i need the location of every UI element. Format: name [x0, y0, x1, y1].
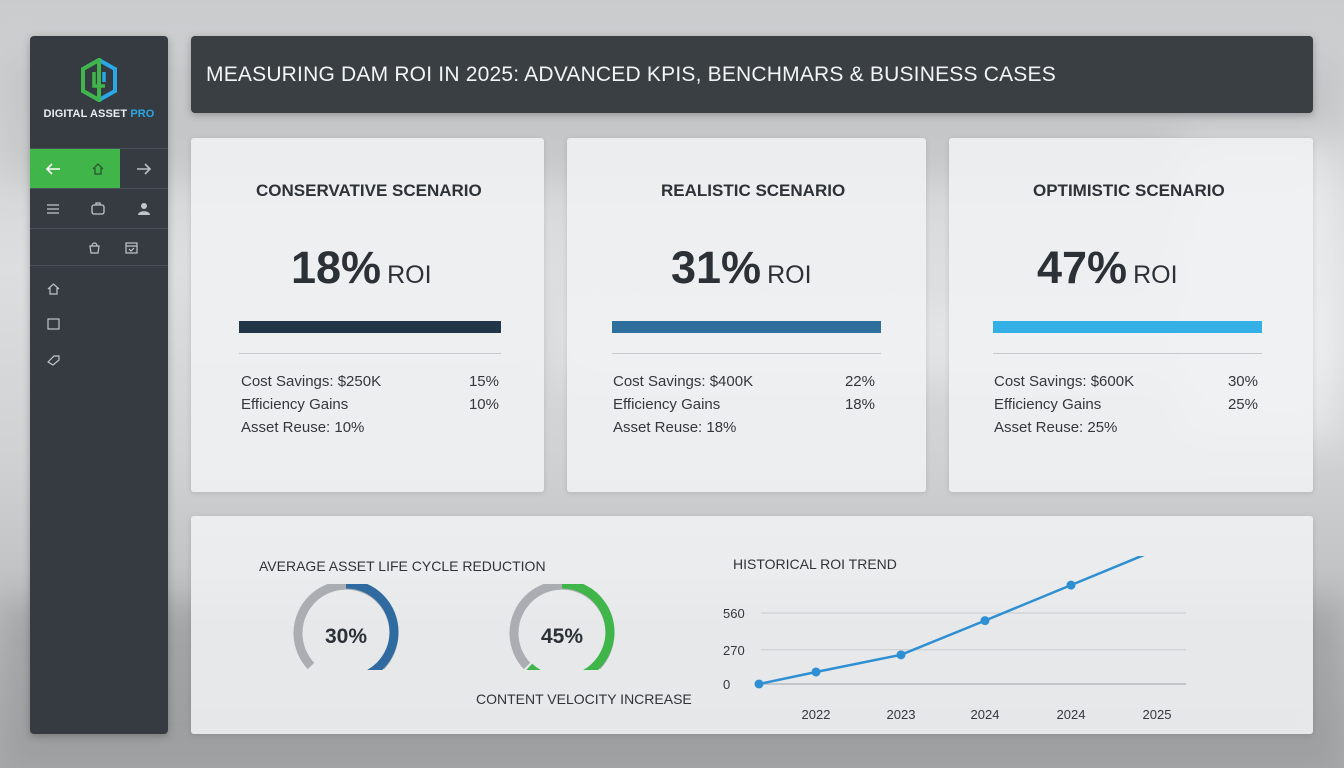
arrow-left-icon: [45, 162, 60, 175]
metric-cost-savings-pct: 30%: [1227, 373, 1258, 390]
metric-efficiency-gains-pct: 18%: [844, 396, 875, 413]
roi-value: 18% ROI: [291, 242, 432, 294]
velocity-label: CONTENT VELOCITY INCREASE: [476, 691, 692, 707]
divider: [993, 353, 1262, 354]
metric-efficiency-gains: Efficiency Gains: [613, 396, 721, 413]
series-line: [758, 556, 1145, 686]
roi-unit: ROI: [767, 261, 812, 289]
scenario-title: REALISTIC SCENARIO: [661, 181, 846, 200]
roi-unit: ROI: [1133, 261, 1178, 289]
metric-asset-reuse: Asset Reuse: 18%: [613, 419, 737, 436]
x-tick-label: 2024: [1057, 707, 1086, 722]
x-tick-label: 2023: [887, 707, 916, 722]
x-tick-label: 2025: [1143, 707, 1172, 722]
data-point[interactable]: [754, 679, 764, 689]
roi-value: 31% ROI: [671, 242, 812, 294]
logo: [30, 58, 168, 108]
data-point[interactable]: [896, 650, 906, 660]
gauge-fill: [345, 584, 399, 670]
menu-item-tag[interactable]: [42, 349, 64, 371]
hexagon-logo-icon: [81, 58, 117, 102]
roi-unit: ROI: [387, 261, 432, 289]
list-icon: [46, 203, 59, 214]
scenario-bar: [993, 321, 1262, 333]
forward-button[interactable]: [120, 149, 168, 188]
x-tick-label: 2022: [802, 707, 831, 722]
calendar-button[interactable]: [120, 229, 142, 265]
data-point[interactable]: [980, 616, 990, 626]
velocity-gauge: [509, 584, 615, 670]
calendar-icon: [124, 241, 138, 254]
bag-icon: [88, 241, 100, 254]
arrow-right-icon: [137, 162, 152, 175]
roi-value: 47% ROI: [1037, 242, 1178, 294]
gauge-fill: [526, 584, 615, 670]
metric-efficiency-gains-pct: 25%: [1227, 396, 1258, 413]
scenario-card-optimistic: OPTIMISTIC SCENARIO 47% ROI Cost Savings:…: [949, 138, 1313, 492]
lifecycle-value: 30%: [324, 625, 368, 648]
scenario-bar: [239, 321, 501, 333]
page-header: MEASURING DAM ROI IN 2025: ADVANCED KPIS…: [191, 36, 1313, 113]
scenario-bar: [612, 321, 881, 333]
y-tick-label: 270: [723, 643, 745, 658]
roi-number: 31%: [671, 242, 762, 293]
divider: [612, 353, 881, 354]
bag-button[interactable]: [83, 229, 105, 265]
briefcase-icon: [90, 202, 105, 215]
y-tick-label: 560: [723, 606, 745, 621]
scenario-title: CONSERVATIVE SCENARIO: [256, 181, 482, 200]
square-icon: [46, 318, 60, 330]
metric-asset-reuse: Asset Reuse: 25%: [994, 419, 1118, 436]
x-tick-label: 2024: [971, 707, 1000, 722]
y-tick-label: 0: [723, 677, 730, 692]
metric-efficiency-gains: Efficiency Gains: [241, 396, 349, 413]
kpi-panel: AVERAGE ASSET LIFE CYCLE REDUCTION 30% 4…: [191, 516, 1313, 734]
nav-row-secondary: [30, 188, 168, 228]
home-icon: [92, 162, 103, 175]
chart-title: HISTORICAL ROI TREND: [733, 556, 897, 572]
metric-efficiency-gains-pct: 10%: [468, 396, 499, 413]
metric-efficiency-gains: Efficiency Gains: [994, 396, 1102, 413]
home-icon: [47, 283, 59, 295]
page-title: MEASURING DAM ROI IN 2025: ADVANCED KPIS…: [206, 62, 1056, 86]
metric-cost-savings: Cost Savings: $250K: [241, 373, 382, 390]
velocity-value: 45%: [540, 625, 584, 648]
metric-cost-savings: Cost Savings: $400K: [613, 373, 754, 390]
user-button[interactable]: [120, 189, 168, 228]
data-point[interactable]: [811, 667, 821, 677]
brand-accent: PRO: [130, 108, 155, 120]
metric-asset-reuse: Asset Reuse: 10%: [241, 419, 365, 436]
nav-row-primary: [30, 148, 168, 188]
scenario-title: OPTIMISTIC SCENARIO: [1033, 181, 1225, 200]
briefcase-button[interactable]: [75, 189, 120, 228]
roi-trend-chart: 0 270 560 2022 2023 2024 2024 2025: [723, 556, 1186, 722]
roi-number: 47%: [1037, 242, 1128, 293]
data-point[interactable]: [1066, 580, 1076, 590]
home-nav-button[interactable]: [75, 149, 120, 188]
user-icon: [138, 202, 150, 215]
metric-cost-savings-pct: 15%: [468, 373, 499, 390]
tag-icon: [46, 355, 60, 366]
scenario-card-realistic: REALISTIC SCENARIO 31% ROI Cost Savings: …: [567, 138, 926, 492]
metric-cost-savings: Cost Savings: $600K: [994, 373, 1135, 390]
lifecycle-label: AVERAGE ASSET LIFE CYCLE REDUCTION: [259, 558, 546, 574]
brand-name: DIGITAL ASSET PRO: [30, 108, 168, 120]
sidebar: DIGITAL ASSET PRO: [30, 36, 168, 734]
nav-row-tertiary: [30, 228, 168, 266]
menu-item-square[interactable]: [42, 313, 64, 335]
menu-item-home[interactable]: [42, 278, 64, 300]
metric-cost-savings-pct: 22%: [844, 373, 875, 390]
roi-number: 18%: [291, 242, 382, 293]
scenario-card-conservative: CONSERVATIVE SCENARIO 18% ROI Cost Saving…: [191, 138, 544, 492]
brand-main: DIGITAL ASSET: [43, 108, 128, 120]
list-button[interactable]: [30, 189, 75, 228]
divider: [239, 353, 501, 354]
back-button[interactable]: [30, 149, 75, 188]
lifecycle-gauge: [293, 584, 399, 670]
